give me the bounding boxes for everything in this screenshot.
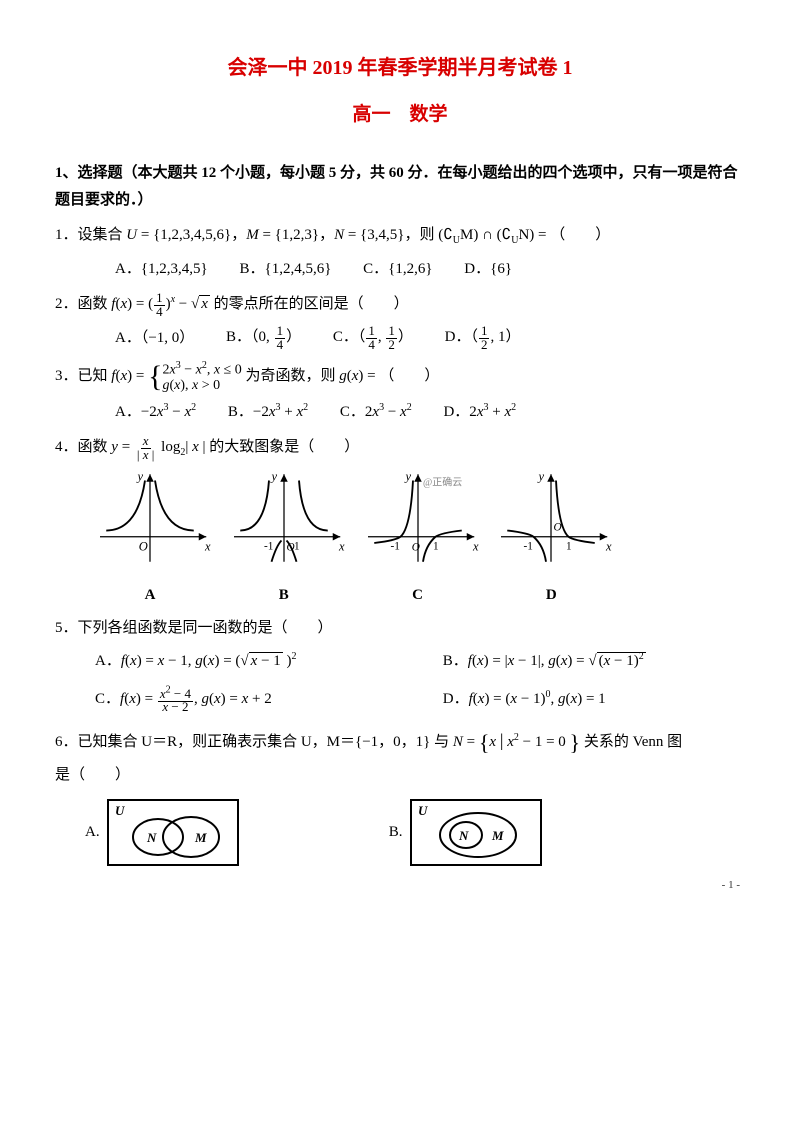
svg-text:O: O xyxy=(411,542,419,554)
svg-text:O: O xyxy=(554,522,562,534)
svg-text:N: N xyxy=(146,830,157,845)
q6-stem-b: 是（ ） xyxy=(55,762,745,789)
exam-title: 会泽一中 2019 年春季学期半月考试卷 1 xyxy=(55,50,745,86)
svg-text:-1: -1 xyxy=(264,541,273,553)
q4-labB: B xyxy=(219,582,349,609)
q5-optA: A．f(x) = x − 1, g(x) = (√x − 1 )2 xyxy=(95,648,395,675)
svg-text:N: N xyxy=(458,828,469,843)
svg-text:y: y xyxy=(136,470,144,484)
q5-optD: D．f(x) = (x − 1)0, g(x) = 1 xyxy=(443,686,606,713)
q3-optA: A．−2x3 − x2 xyxy=(115,399,196,426)
svg-text:-1: -1 xyxy=(390,541,399,553)
svg-text:1: 1 xyxy=(566,541,572,553)
svg-text:M: M xyxy=(491,828,504,843)
q2-optC: C．（14, 12） xyxy=(333,324,413,351)
q3-optC: C．2x3 − x2 xyxy=(340,399,412,426)
q6-vennB: B. U N M xyxy=(389,795,689,870)
q1-optB: B．{1,2,4,5,6} xyxy=(239,256,331,283)
q1-expr: (∁UM) ∩ (∁UN) xyxy=(438,227,534,243)
svg-text:y: y xyxy=(403,470,411,484)
svg-text:1: 1 xyxy=(294,541,300,553)
exam-subtitle: 高一 数学 xyxy=(55,98,745,132)
q5-stem: 5．下列各组函数是同一函数的是（ ） xyxy=(55,615,745,642)
q6-venns: A. U N M B. U N M xyxy=(85,795,745,870)
q3-piece1: 2x3 − x2, x ≤ 0 xyxy=(162,360,241,378)
svg-text:y: y xyxy=(537,470,545,484)
svg-text:O: O xyxy=(139,540,148,554)
q4-labD: D xyxy=(486,582,616,609)
q4-graph-A: x y O xyxy=(85,468,215,568)
svg-text:x: x xyxy=(605,540,612,554)
q4-graphs: x y O x y O -1 1 x y O -1 1 @正确云 xyxy=(85,468,745,578)
q5-row1: A．f(x) = x − 1, g(x) = (√x − 1 )2 B．f(x)… xyxy=(55,648,745,675)
q6-vennA: A. U N M xyxy=(85,795,385,870)
svg-text:U: U xyxy=(418,803,428,818)
svg-text:x: x xyxy=(204,540,211,554)
q2-optA: A．（−1, 0） xyxy=(115,325,194,352)
q3-optD: D．2x3 + x2 xyxy=(443,399,516,426)
q4-graph-B: x y O -1 1 xyxy=(219,468,349,568)
svg-text:x: x xyxy=(338,540,345,554)
q4-graph-D: x y O -1 1 xyxy=(486,468,616,568)
q6-stem-a: 6．已知集合 U＝R，则正确表示集合 U，M＝{−1，0，1} 与 N = {x… xyxy=(55,724,745,756)
q4-labA: A xyxy=(85,582,215,609)
q3-options: A．−2x3 − x2 B．−2x3 + x2 C．2x3 − x2 D．2x3… xyxy=(55,399,745,426)
watermark: @正确云 xyxy=(423,476,462,489)
q6-A-label: A. xyxy=(85,824,100,840)
q1-options: A．{1,2,3,4,5} B．{1,2,4,5,6} C．{1,2,6} D．… xyxy=(55,256,745,283)
page-number: - 1 - xyxy=(722,876,740,896)
q4-labels: A B C D xyxy=(85,582,745,609)
q1-optC: C．{1,2,6} xyxy=(363,256,432,283)
q2-options: A．（−1, 0） B．（0, 14） C．（14, 12） D．（12, 1） xyxy=(55,324,745,351)
q1-optA: A．{1,2,3,4,5} xyxy=(115,256,208,283)
svg-text:-1: -1 xyxy=(524,541,533,553)
section-1-head: 1、选择题（本大题共 12 个小题，每小题 5 分，共 60 分．在每小题给出的… xyxy=(55,160,745,214)
q3-piece2: g(x), x > 0 xyxy=(162,378,241,393)
svg-text:y: y xyxy=(269,470,277,484)
q4-graph-C: x y O -1 1 @正确云 xyxy=(353,468,483,568)
q2-optB: B．（0, 14） xyxy=(226,324,301,351)
svg-text:M: M xyxy=(194,830,207,845)
q6-B-label: B. xyxy=(389,824,403,840)
q1-text-a: 1．设集合 U = {1,2,3,4,5,6}，M = {1,2,3}，N = … xyxy=(55,227,438,243)
q4-labC: C xyxy=(353,582,483,609)
q3-optB: B．−2x3 + x2 xyxy=(228,399,308,426)
svg-text:U: U xyxy=(115,803,125,818)
q1-text-b: = （ ） xyxy=(538,227,610,243)
q3-stem: 3．已知 f(x) = { 2x3 − x2, x ≤ 0 g(x), x > … xyxy=(55,360,745,393)
svg-text:x: x xyxy=(472,540,479,554)
q2-optD: D．（12, 1） xyxy=(445,324,521,351)
q1-stem: 1．设集合 U = {1,2,3,4,5,6}，M = {1,2,3}，N = … xyxy=(55,222,745,250)
q2-stem: 2．函数 f(x) = (14)x − √x 的零点所在的区间是（ ） xyxy=(55,291,745,318)
q5-optC: C．f(x) = x2 − 4x − 2, g(x) = x + 2 xyxy=(95,685,395,714)
q5-row2: C．f(x) = x2 − 4x − 2, g(x) = x + 2 D．f(x… xyxy=(55,685,745,714)
q4-stem: 4．函数 y = x| x | log2| x | 的大致图象是（ ） xyxy=(55,434,745,462)
q1-optD: D．{6} xyxy=(464,256,512,283)
svg-text:1: 1 xyxy=(433,541,439,553)
q5-optB: B．f(x) = |x − 1|, g(x) = √(x − 1)2 xyxy=(443,648,646,675)
